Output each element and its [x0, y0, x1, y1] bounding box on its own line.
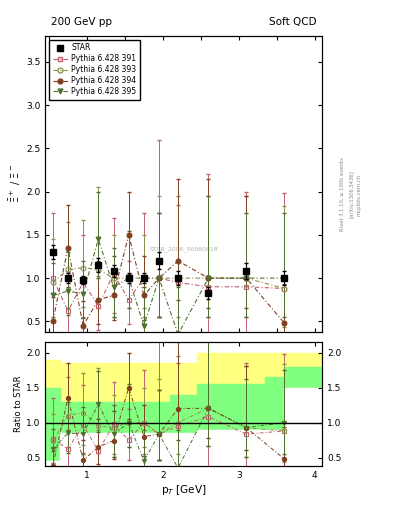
Text: [arXiv:1306.3436]: [arXiv:1306.3436] [349, 170, 354, 219]
Text: Soft QCD: Soft QCD [269, 17, 317, 27]
X-axis label: p$_{T}$ [GeV]: p$_{T}$ [GeV] [161, 482, 206, 497]
Text: STAR_2006_S6860818: STAR_2006_S6860818 [149, 246, 218, 252]
Text: 200 GeV pp: 200 GeV pp [51, 17, 112, 27]
Y-axis label: $\bar{\Xi}^+$ / $\Xi^-$: $\bar{\Xi}^+$ / $\Xi^-$ [8, 164, 23, 203]
Legend: STAR, Pythia 6.428 391, Pythia 6.428 393, Pythia 6.428 394, Pythia 6.428 395: STAR, Pythia 6.428 391, Pythia 6.428 393… [49, 39, 140, 100]
Text: mcplots.cern.ch: mcplots.cern.ch [357, 174, 362, 216]
Y-axis label: Ratio to STAR: Ratio to STAR [14, 376, 23, 432]
Text: Rivet 3.1.10, ≥ 100k events: Rivet 3.1.10, ≥ 100k events [340, 158, 345, 231]
